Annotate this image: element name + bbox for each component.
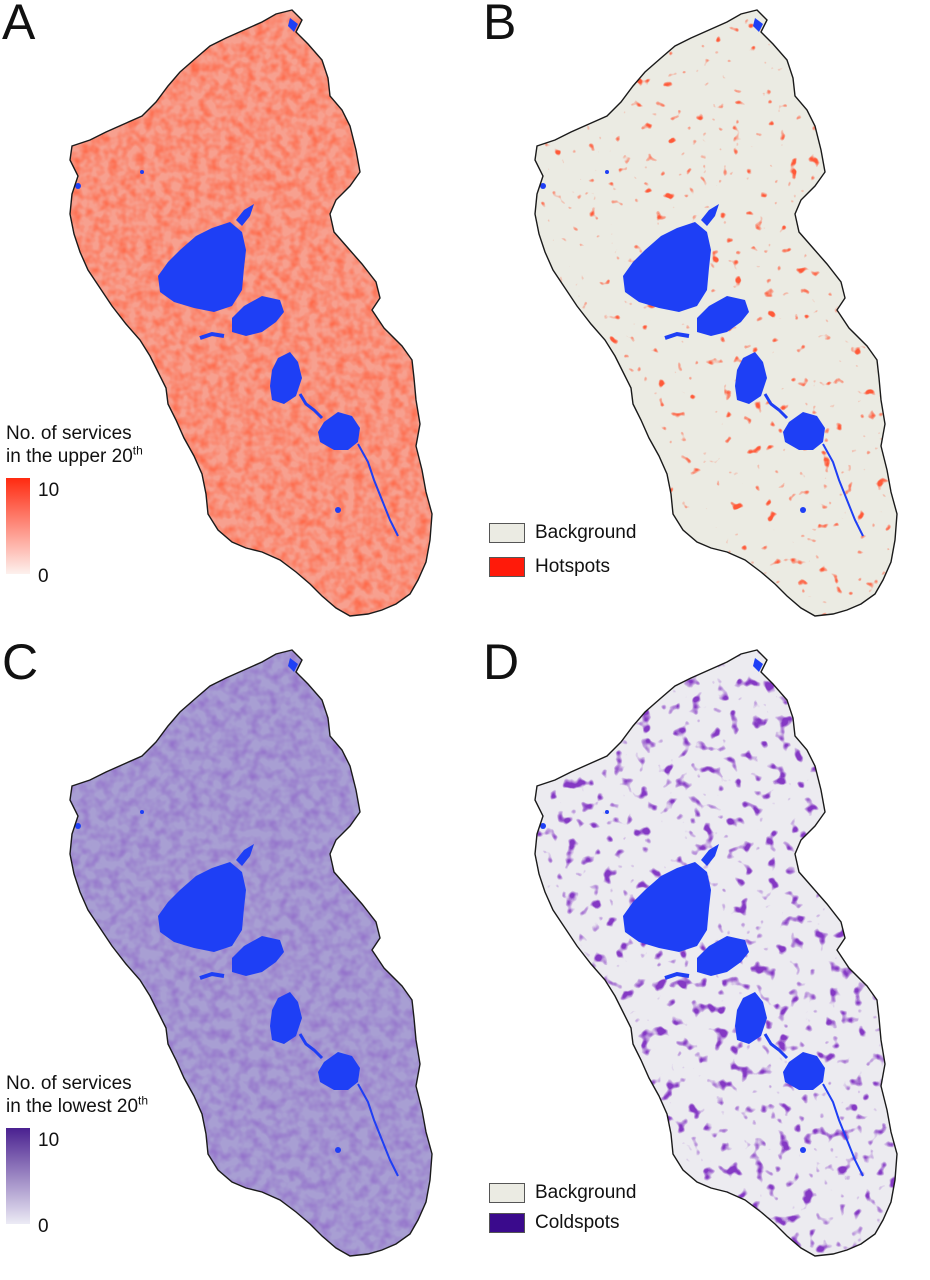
map-d xyxy=(534,649,898,1257)
swatch-background xyxy=(489,523,525,543)
panel-d: D Background Coldspots xyxy=(465,634,930,1280)
swatch-background xyxy=(489,1183,525,1203)
gradient-bar-red xyxy=(6,478,30,574)
swatch-hotspots xyxy=(489,557,525,577)
panel-c: C No. of services in the lowest 20th 10 … xyxy=(0,634,465,1280)
legend-label: Coldspots xyxy=(535,1212,620,1233)
panel-letter: C xyxy=(2,634,39,690)
legend-item-coldspots: Coldspots xyxy=(489,1212,620,1234)
legend-title-line1: No. of services xyxy=(6,423,132,444)
map-a xyxy=(69,9,433,617)
legend-title-line2: in the lowest 20th xyxy=(6,1093,149,1117)
legend-gradient-lowest: No. of services in the lowest 20th xyxy=(6,1072,148,1118)
map-c xyxy=(69,649,433,1257)
gradient-max: 10 xyxy=(38,1130,60,1151)
gradient-min: 0 xyxy=(38,566,49,587)
legend-item-background: Background xyxy=(489,1182,636,1204)
legend-label: Hotspots xyxy=(535,556,610,577)
panel-letter: B xyxy=(483,0,517,50)
gradient-min: 0 xyxy=(38,1216,49,1237)
legend-label: Background xyxy=(535,522,637,543)
legend-item-background: Background xyxy=(489,522,636,544)
legend-gradient-upper: No. of services in the upper 20th xyxy=(6,422,143,468)
gradient-bar-purple xyxy=(6,1128,30,1224)
legend-label: Background xyxy=(535,1182,637,1203)
swatch-coldspots xyxy=(489,1213,525,1233)
panel-b: B Background Hotspots xyxy=(465,0,930,640)
legend-item-hotspots: Hotspots xyxy=(489,556,610,578)
legend-title-line2: in the upper 20th xyxy=(6,443,143,467)
legend-title-line1: No. of services xyxy=(6,1073,132,1094)
panel-a: A No. of services in the upper 20th 10 0 xyxy=(0,0,465,640)
map-b xyxy=(534,9,898,617)
panel-letter: D xyxy=(483,634,520,690)
gradient-max: 10 xyxy=(38,480,60,501)
panel-letter: A xyxy=(2,0,36,50)
